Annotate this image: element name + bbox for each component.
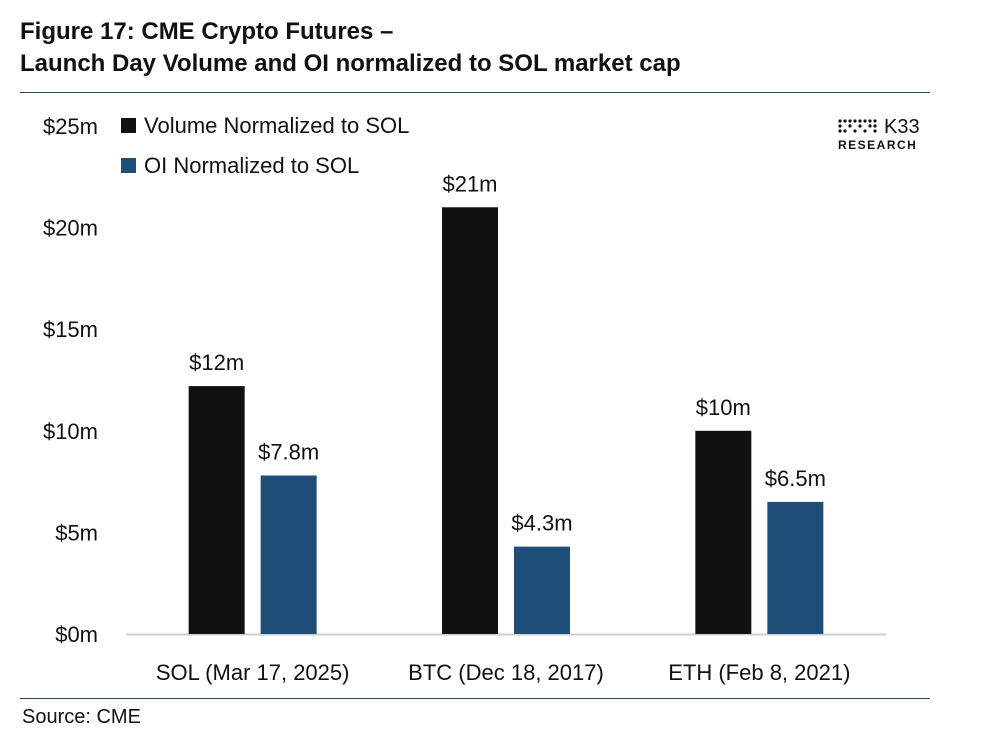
- bar: [188, 386, 245, 634]
- y-tick-label: $0m: [55, 622, 98, 647]
- x-category-label: ETH (Feb 8, 2021): [668, 660, 850, 685]
- y-tick-label: $15m: [43, 317, 98, 342]
- bar: [695, 430, 752, 634]
- legend-swatch: [121, 118, 136, 133]
- bar: [767, 501, 824, 634]
- figure-title-line2: Launch Day Volume and OI normalized to S…: [20, 50, 681, 77]
- y-tick-label: $25m: [43, 114, 98, 139]
- bar: [442, 207, 498, 634]
- bar: [260, 475, 317, 634]
- bottom-divider: [20, 698, 930, 699]
- figure-title: Figure 17: CME Crypto Futures – Launch D…: [20, 16, 681, 80]
- logo-dots-icon: [838, 119, 877, 133]
- data-label: $7.8m: [258, 440, 319, 465]
- y-tick-label: $5m: [55, 520, 98, 545]
- y-tick-label: $20m: [43, 216, 98, 241]
- figure-title-line1: Figure 17: CME Crypto Futures –: [20, 18, 394, 45]
- logo-name: K33: [884, 116, 920, 138]
- k33-logo: K33 RESEARCH: [838, 116, 934, 156]
- data-label: $10m: [696, 395, 751, 420]
- top-divider: [20, 92, 930, 93]
- x-category-label: SOL (Mar 17, 2025): [156, 660, 350, 685]
- data-label: $4.3m: [511, 511, 572, 536]
- data-label: $12m: [189, 350, 244, 375]
- source-note: Source: CME: [22, 706, 141, 728]
- legend-label: OI Normalized to SOL: [144, 153, 359, 178]
- logo-subtitle: RESEARCH: [838, 138, 918, 152]
- data-label: $21m: [442, 171, 497, 196]
- x-category-label: BTC (Dec 18, 2017): [408, 660, 604, 685]
- bar-chart: $0m $5m $10m $15m $20m $25m SOL (Mar 17, 2025)…: [43, 113, 886, 685]
- y-tick-label: $10m: [43, 419, 98, 444]
- bar: [514, 546, 570, 634]
- data-label: $6.5m: [765, 466, 826, 491]
- legend-label: Volume Normalized to SOL: [144, 113, 409, 138]
- legend-swatch: [121, 158, 136, 173]
